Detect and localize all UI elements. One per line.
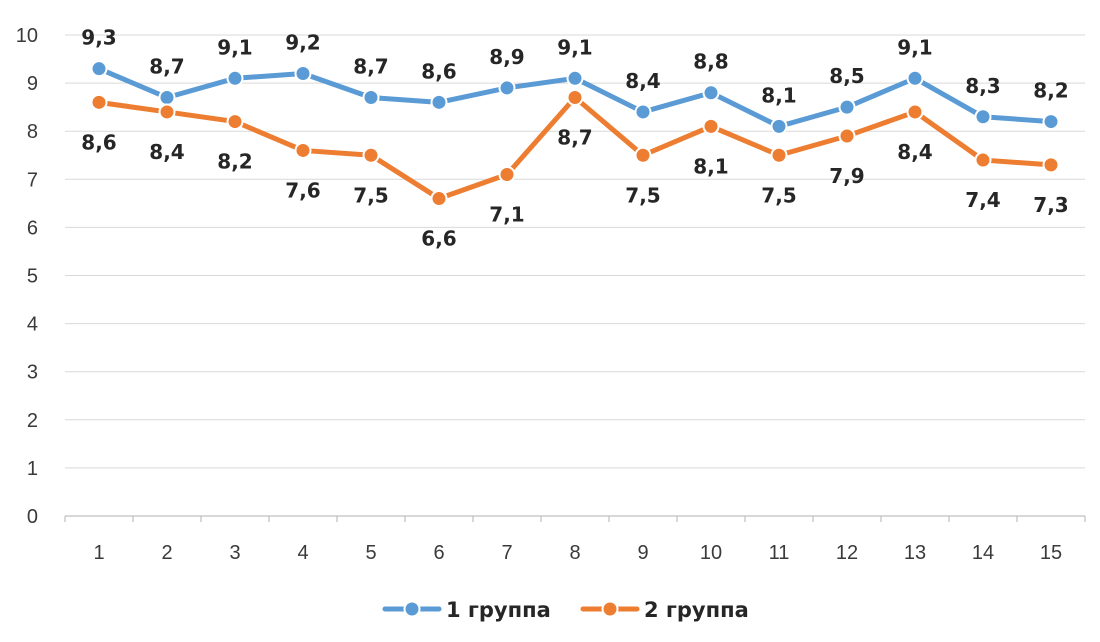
series-1-data-label-15: 8,2 bbox=[1033, 79, 1068, 103]
legend-label-2: 2 группа bbox=[644, 598, 749, 622]
legend-swatch-marker-2 bbox=[601, 600, 619, 618]
series-2-point-4 bbox=[294, 141, 312, 159]
x-tick-label-9: 9 bbox=[637, 542, 648, 564]
series-2-point-10 bbox=[702, 117, 720, 135]
series-2-point-8 bbox=[566, 89, 584, 107]
series-2-point-15 bbox=[1042, 156, 1060, 174]
series-layer bbox=[90, 60, 1060, 208]
series-2-data-label-11: 7,5 bbox=[761, 183, 796, 207]
x-tick-label-10: 10 bbox=[700, 542, 722, 564]
x-tick-label-12: 12 bbox=[836, 542, 858, 564]
series-2-data-label-10: 8,1 bbox=[693, 154, 728, 178]
x-tick-label-3: 3 bbox=[229, 542, 240, 564]
series-1-data-label-14: 8,3 bbox=[965, 74, 1000, 98]
series-2-data-label-9: 7,5 bbox=[625, 183, 660, 207]
series-1-data-label-1: 9,3 bbox=[81, 26, 116, 50]
series-2-point-11 bbox=[770, 146, 788, 164]
series-1-point-1 bbox=[90, 60, 108, 78]
x-tick-label-6: 6 bbox=[433, 542, 444, 564]
series-1-point-10 bbox=[702, 84, 720, 102]
series-1-point-3 bbox=[226, 69, 244, 87]
x-tick-label-5: 5 bbox=[365, 542, 376, 564]
y-tick-label-8: 8 bbox=[27, 121, 38, 143]
y-tick-label-3: 3 bbox=[27, 362, 38, 384]
x-tick-label-8: 8 bbox=[569, 542, 580, 564]
series-2-data-label-3: 8,2 bbox=[217, 150, 252, 174]
series-2-data-label-12: 7,9 bbox=[829, 164, 864, 188]
series-2-point-1 bbox=[90, 93, 108, 111]
y-tick-label-2: 2 bbox=[27, 410, 38, 432]
series-1-point-7 bbox=[498, 79, 516, 97]
series-1-point-12 bbox=[838, 98, 856, 116]
series-1-data-label-10: 8,8 bbox=[693, 50, 728, 74]
series-2-point-5 bbox=[362, 146, 380, 164]
series-1-point-2 bbox=[158, 89, 176, 107]
x-tick-label-13: 13 bbox=[904, 542, 926, 564]
series-1-data-label-13: 9,1 bbox=[897, 35, 932, 59]
y-tick-label-1: 1 bbox=[27, 458, 38, 480]
series-2-data-label-15: 7,3 bbox=[1033, 193, 1068, 217]
series-2-point-7 bbox=[498, 165, 516, 183]
series-1-point-9 bbox=[634, 103, 652, 121]
series-2-point-13 bbox=[906, 103, 924, 121]
series-1-data-label-3: 9,1 bbox=[217, 35, 252, 59]
series-1-data-label-7: 8,9 bbox=[489, 45, 524, 69]
series-1-data-label-2: 8,7 bbox=[149, 55, 184, 79]
series-1-point-8 bbox=[566, 69, 584, 87]
series-1-data-label-6: 8,6 bbox=[421, 59, 456, 83]
series-2-data-label-2: 8,4 bbox=[149, 140, 184, 164]
x-tick-label-11: 11 bbox=[769, 542, 790, 564]
series-2-data-label-13: 8,4 bbox=[897, 140, 932, 164]
series-2-point-9 bbox=[634, 146, 652, 164]
legend: 1 группа 2 группа bbox=[382, 598, 749, 622]
series-2-data-label-14: 7,4 bbox=[965, 188, 1000, 212]
y-tick-label-10: 10 bbox=[16, 25, 38, 47]
series-1-data-label-5: 8,7 bbox=[353, 55, 388, 79]
y-tick-label-5: 5 bbox=[27, 266, 38, 288]
series-2-point-14 bbox=[974, 151, 992, 169]
series-1-point-6 bbox=[430, 93, 448, 111]
series-1-point-14 bbox=[974, 108, 992, 126]
series-2-data-label-7: 7,1 bbox=[489, 202, 524, 226]
series-1-point-5 bbox=[362, 89, 380, 107]
series-1-point-11 bbox=[770, 117, 788, 135]
series-1-point-4 bbox=[294, 64, 312, 82]
series-2-data-label-1: 8,6 bbox=[81, 130, 116, 154]
series-1-data-label-11: 8,1 bbox=[761, 83, 796, 107]
series-1-data-label-12: 8,5 bbox=[829, 64, 864, 88]
data-labels: 9,3 8,7 9,1 9,2 8,7 8,6 8,9 9,1 8,4 8,8 8,1 8,5 9,1 8… bbox=[81, 26, 1068, 251]
y-tick-label-4: 4 bbox=[27, 314, 38, 336]
y-tick-label-9: 9 bbox=[27, 73, 38, 95]
series-2-point-6 bbox=[430, 190, 448, 208]
series-2-point-3 bbox=[226, 113, 244, 131]
y-tick-label-0: 0 bbox=[27, 506, 38, 528]
legend-label-1: 1 группа bbox=[446, 598, 551, 622]
series-2-data-label-4: 7,6 bbox=[285, 178, 320, 202]
y-tick-label-6: 6 bbox=[27, 217, 38, 239]
x-tick-label-14: 14 bbox=[972, 542, 994, 564]
legend-swatch-marker-1 bbox=[403, 600, 421, 618]
x-tick-label-15: 15 bbox=[1040, 542, 1062, 564]
series-1-point-13 bbox=[906, 69, 924, 87]
x-tick-label-7: 7 bbox=[501, 542, 512, 564]
series-2-data-label-5: 7,5 bbox=[353, 183, 388, 207]
x-tick-label-4: 4 bbox=[297, 542, 308, 564]
series-1-point-15 bbox=[1042, 113, 1060, 131]
series-2-data-label-8: 8,7 bbox=[557, 126, 592, 150]
series-2-point-12 bbox=[838, 127, 856, 145]
x-tick-label-1: 1 bbox=[93, 542, 104, 564]
series-1-data-label-4: 9,2 bbox=[285, 30, 320, 54]
series-1-data-label-9: 8,4 bbox=[625, 69, 660, 93]
y-tick-label-7: 7 bbox=[27, 169, 38, 191]
x-tick-label-2: 2 bbox=[161, 542, 172, 564]
series-2-point-2 bbox=[158, 103, 176, 121]
series-2-data-label-6: 6,6 bbox=[421, 227, 456, 251]
series-1-data-label-8: 9,1 bbox=[557, 35, 592, 59]
